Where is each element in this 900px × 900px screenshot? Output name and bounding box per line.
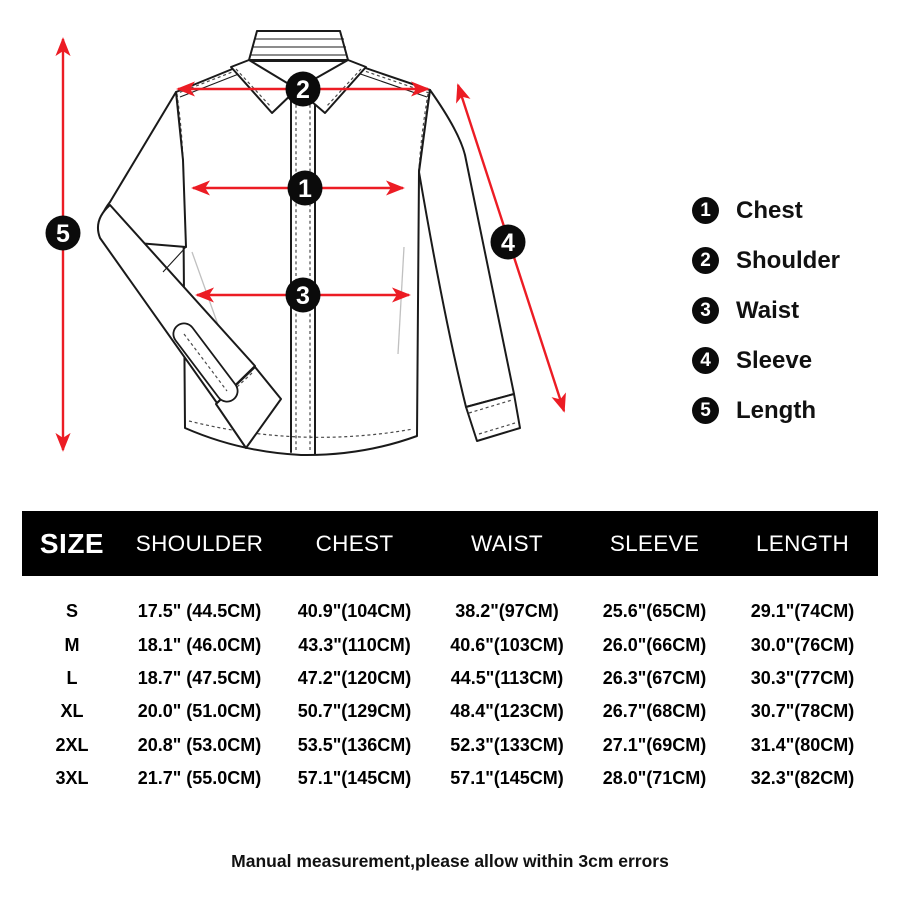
legend-label: Waist — [736, 296, 800, 324]
cell-waist: 44.5"(113CM) — [450, 667, 564, 688]
marker-badge-1: 1 — [287, 170, 323, 206]
header-size: SIZE — [39, 527, 105, 559]
header-shoulder: SHOULDER — [135, 530, 264, 556]
legend-item-shoulder: 2 Shoulder — [692, 247, 840, 274]
cell-sleeve: 27.1"(69CM) — [602, 734, 707, 755]
header-chest: CHEST — [315, 530, 394, 556]
svg-text:3: 3 — [296, 282, 310, 310]
marker-badge-5: 5 — [45, 215, 81, 251]
cell-waist: 38.2"(97CM) — [455, 601, 559, 622]
legend-label: Shoulder — [736, 246, 841, 274]
legend-item-chest: 1 Chest — [692, 197, 840, 224]
cell-chest: 40.9"(104CM) — [297, 601, 412, 622]
cell-size: M — [64, 634, 80, 655]
cell-shoulder: 20.8" (53.0CM) — [137, 734, 262, 755]
cell-length: 31.4"(80CM) — [750, 734, 855, 755]
size-table-header: SIZE SHOULDER CHEST WAIST SLEEVE LENGTH — [22, 511, 878, 576]
header-sleeve: SLEEVE — [609, 530, 700, 556]
table-row-m: M 18.1" (46.0CM) 43.3"(110CM) 40.6"(103C… — [22, 628, 878, 661]
legend-number-badge: 3 — [692, 297, 719, 324]
cell-sleeve: 25.6"(65CM) — [602, 601, 707, 622]
marker-badge-3: 3 — [285, 277, 321, 313]
table-row-l: L 18.7" (47.5CM) 47.2"(120CM) 44.5"(113C… — [22, 662, 878, 695]
cell-size: S — [65, 601, 78, 622]
cell-sleeve: 28.0"(71CM) — [602, 768, 707, 789]
cell-size: L — [66, 667, 78, 688]
cell-sleeve: 26.0"(66CM) — [602, 634, 707, 655]
cell-shoulder: 21.7" (55.0CM) — [137, 768, 262, 789]
cell-size: XL — [60, 701, 84, 722]
cell-length: 30.3"(77CM) — [750, 667, 855, 688]
table-row-xl: XL 20.0" (51.0CM) 50.7"(129CM) 48.4"(123… — [22, 695, 878, 728]
svg-text:4: 4 — [501, 229, 515, 257]
shirt-left-sleeve — [97, 91, 282, 449]
cell-waist: 57.1"(145CM) — [450, 768, 564, 789]
cell-waist: 52.3"(133CM) — [450, 734, 564, 755]
cell-waist: 40.6"(103CM) — [450, 634, 564, 655]
cell-length: 29.1"(74CM) — [750, 601, 855, 622]
cell-chest: 47.2"(120CM) — [297, 667, 412, 688]
shirt-diagram: 1 2 3 4 5 — [45, 30, 566, 457]
cell-shoulder: 18.7" (47.5CM) — [137, 667, 262, 688]
svg-text:2: 2 — [296, 76, 310, 104]
measurement-note: Manual measurement,please allow within 3… — [231, 851, 669, 871]
cell-waist: 48.4"(123CM) — [450, 701, 564, 722]
header-length: LENGTH — [755, 530, 850, 556]
table-row-s: S 17.5" (44.5CM) 40.9"(104CM) 38.2"(97CM… — [22, 595, 878, 628]
legend-item-length: 5 Length — [692, 397, 840, 424]
legend-number-badge: 4 — [692, 347, 719, 374]
cell-chest: 53.5"(136CM) — [297, 734, 412, 755]
svg-text:1: 1 — [298, 175, 312, 203]
table-row-3xl: 3XL 21.7" (55.0CM) 57.1"(145CM) 57.1"(14… — [22, 762, 878, 795]
shirt-right-sleeve — [418, 89, 521, 442]
cell-chest: 57.1"(145CM) — [297, 768, 412, 789]
marker-badge-2: 2 — [285, 71, 321, 107]
legend-number-badge: 1 — [692, 197, 719, 224]
legend-number-badge: 2 — [692, 247, 719, 274]
svg-text:5: 5 — [56, 220, 70, 248]
legend-label: Sleeve — [736, 346, 813, 374]
cell-shoulder: 17.5" (44.5CM) — [137, 601, 262, 622]
header-waist: WAIST — [471, 530, 543, 556]
cell-length: 30.0"(76CM) — [750, 634, 855, 655]
marker-badge-4: 4 — [490, 224, 526, 260]
cell-chest: 50.7"(129CM) — [297, 701, 412, 722]
legend-label: Chest — [736, 196, 803, 224]
cell-sleeve: 26.7"(68CM) — [602, 701, 707, 722]
cell-size: 3XL — [55, 768, 89, 789]
cell-chest: 43.3"(110CM) — [298, 634, 411, 655]
table-row-2xl: 2XL 20.8" (53.0CM) 53.5"(136CM) 52.3"(13… — [22, 729, 878, 762]
measurement-legend: 1 Chest 2 Shoulder 3 Waist 4 Sleeve 5 Le… — [692, 197, 840, 424]
cell-shoulder: 20.0" (51.0CM) — [137, 701, 262, 722]
legend-item-sleeve: 4 Sleeve — [692, 347, 840, 374]
legend-number-badge: 5 — [692, 397, 719, 424]
legend-label: Length — [736, 396, 816, 424]
cell-length: 32.3"(82CM) — [750, 768, 855, 789]
legend-item-waist: 3 Waist — [692, 297, 840, 324]
cell-shoulder: 18.1" (46.0CM) — [137, 634, 262, 655]
size-table-body: S 17.5" (44.5CM) 40.9"(104CM) 38.2"(97CM… — [22, 595, 878, 795]
cell-size: 2XL — [55, 734, 89, 755]
cell-length: 30.7"(78CM) — [750, 701, 855, 722]
cell-sleeve: 26.3"(67CM) — [602, 667, 707, 688]
